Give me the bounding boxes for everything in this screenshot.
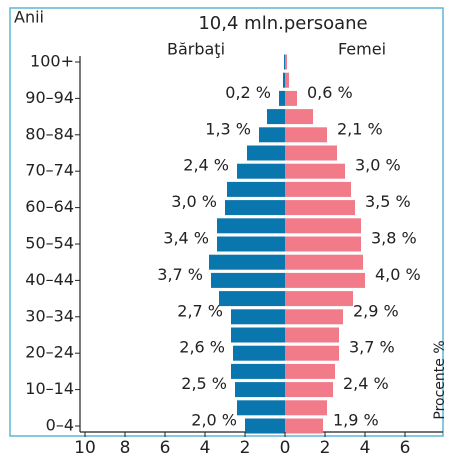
chart-title: 10,4 mln.persoane (198, 13, 367, 34)
bar (285, 181, 351, 197)
bar (225, 200, 285, 216)
bar (285, 363, 335, 379)
y-tick-label: 60–64 (25, 197, 74, 216)
y-tick-label: 50–54 (25, 234, 74, 253)
x-tick-label: 6 (160, 438, 171, 458)
y-tick-label: 70–74 (25, 161, 74, 180)
bar (285, 272, 365, 288)
data-label: 3,8 % (371, 229, 417, 248)
data-label: 3,5 % (365, 192, 411, 211)
bar (209, 254, 285, 270)
frame (9, 7, 444, 437)
data-label: 3,0 % (355, 156, 401, 175)
bar (284, 54, 285, 70)
y-tick-label: 40–44 (25, 270, 74, 289)
data-label: 0,2 % (225, 83, 271, 102)
bar (233, 345, 285, 361)
bar (285, 345, 339, 361)
bar (237, 163, 285, 179)
y-tick-label: 20–24 (25, 343, 74, 362)
bar (285, 418, 323, 434)
bar (285, 218, 361, 234)
data-label: 2,7 % (177, 301, 223, 320)
x-tick-label: 4 (360, 438, 371, 458)
data-label: 3,7 % (157, 265, 203, 284)
bar (285, 72, 289, 88)
data-label: 2,4 % (343, 374, 389, 393)
x-tick-label: 8 (120, 438, 131, 458)
x-tick-label: 0 (280, 438, 291, 458)
bar (247, 145, 285, 161)
bar (217, 236, 285, 252)
y-tick-label: 10–14 (25, 379, 74, 398)
bar (219, 291, 285, 307)
x-tick-label: 10 (74, 438, 96, 458)
y-tick-label: 0–4 (46, 416, 74, 435)
bar (267, 109, 285, 125)
x-tick-label: 6 (400, 438, 411, 458)
bar (259, 127, 285, 143)
bar (231, 363, 285, 379)
bar (231, 327, 285, 343)
bar (285, 200, 355, 216)
bar (285, 309, 343, 325)
y-tick-label: 90–94 (25, 88, 74, 107)
bar (237, 400, 285, 416)
y-tick-label: 30–34 (25, 306, 74, 325)
bar (285, 54, 287, 70)
bar (285, 327, 339, 343)
y-axis-label: Anii (14, 8, 44, 27)
data-label: 2,5 % (181, 374, 227, 393)
y-tick-label: 100+ (30, 52, 74, 71)
legend-entry: Bărbaţi (167, 40, 225, 59)
bar (227, 181, 285, 197)
bar (283, 72, 285, 88)
data-label: 2,4 % (183, 156, 229, 175)
bar (285, 236, 361, 252)
data-label: 1,3 % (205, 119, 251, 138)
bar (285, 163, 345, 179)
y-tick-label: 80–84 (25, 124, 74, 143)
data-label: 2,0 % (191, 411, 237, 430)
data-label: 2,9 % (353, 301, 399, 320)
x-tick-label: 2 (240, 438, 251, 458)
bar (231, 309, 285, 325)
data-label: 0,6 % (307, 83, 353, 102)
bar (285, 127, 327, 143)
bar (285, 254, 363, 270)
bar (285, 109, 313, 125)
bar (285, 382, 333, 398)
bar (211, 272, 285, 288)
bar (285, 291, 353, 307)
data-label: 2,1 % (337, 119, 383, 138)
data-label: 3,4 % (163, 229, 209, 248)
data-label: 3,7 % (349, 338, 395, 357)
x-axis-label: Procente % (432, 340, 448, 419)
data-label: 4,0 % (375, 265, 421, 284)
bar (245, 418, 285, 434)
data-label: 2,6 % (179, 338, 225, 357)
x-tick-label: 2 (320, 438, 331, 458)
bar (285, 400, 327, 416)
x-tick-label: 4 (200, 438, 211, 458)
data-label: 1,9 % (333, 411, 379, 430)
legend-entry: Femei (338, 40, 386, 59)
bar (285, 145, 337, 161)
data-label: 3,0 % (171, 192, 217, 211)
bar (279, 90, 285, 106)
bar (285, 90, 297, 106)
bar (217, 218, 285, 234)
bar (235, 382, 285, 398)
